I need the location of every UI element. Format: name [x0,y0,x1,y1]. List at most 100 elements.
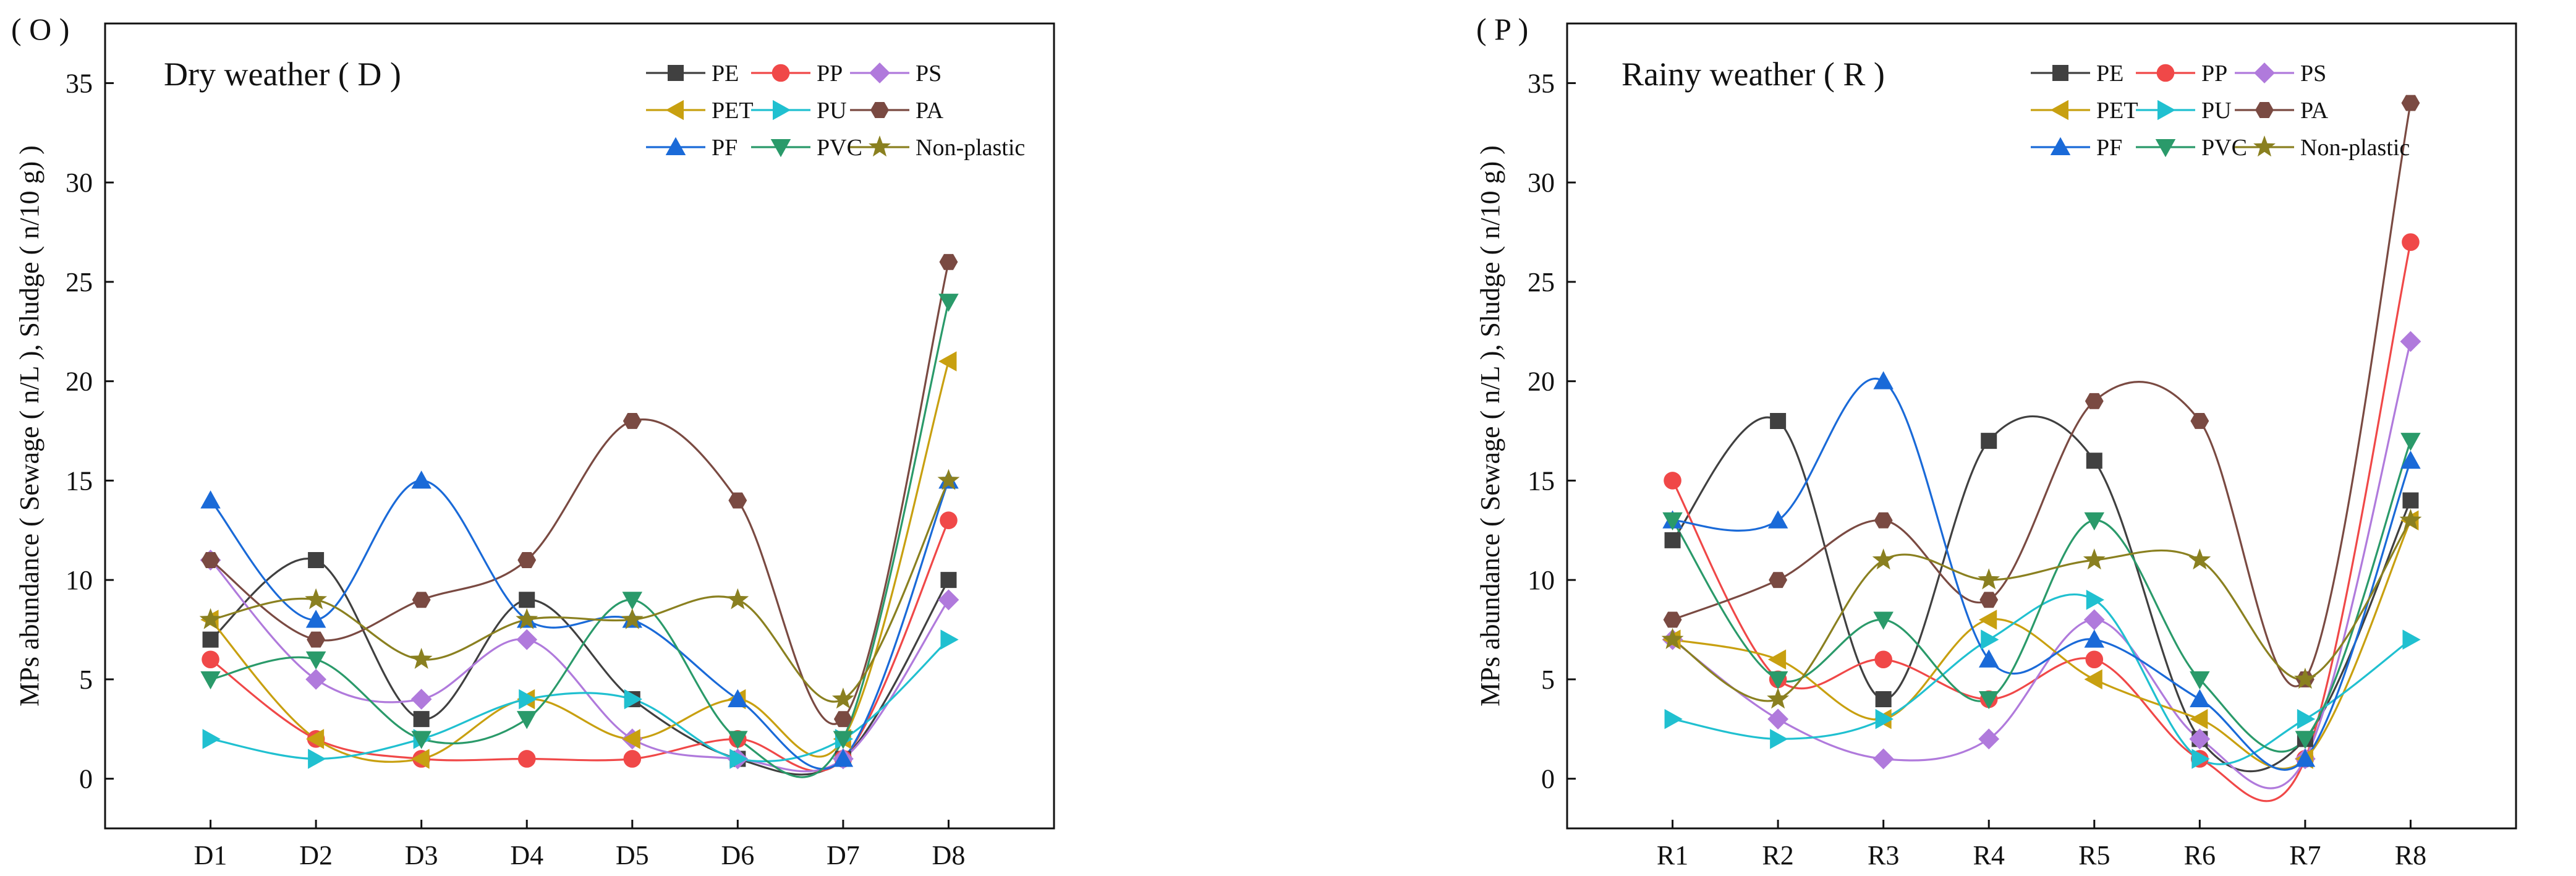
legend-marker [2052,65,2068,81]
data-point-pp [517,750,536,768]
legend-label: PE [2096,61,2123,87]
data-point-pe [1664,532,1681,548]
data-point-pet [1978,610,1997,630]
data-point-pu [1664,708,1683,729]
data-point-pet [2084,669,2102,690]
x-tick-label: R1 [1657,840,1688,870]
data-point-pe [940,572,957,589]
legend-label: PE [712,61,739,87]
data-point-pe [519,592,535,608]
data-point-pa [2401,95,2420,111]
legend-marker [668,65,684,81]
legend-label: Non-plastic [916,135,1025,161]
data-point-pa [728,492,747,509]
data-point-pf [2084,629,2105,648]
data-point-pa [939,253,958,270]
data-point-pu [2086,590,2105,610]
data-point-pa [201,552,220,568]
x-tick-label: R5 [2078,840,2110,870]
legend-item: PU [2136,98,2232,124]
x-tick-label: R4 [1973,840,2005,870]
data-point-non-plastic [305,588,328,610]
legend-marker [2254,62,2275,83]
data-point-pvc [833,731,854,749]
y-tick-label: 5 [79,665,93,695]
legend-label: PP [2201,61,2227,87]
y-axis-label: MPs abundance ( Sewage ( n/L ), Sludge (… [14,145,45,707]
data-point-non-plastic [2083,548,2106,570]
x-tick-label: R8 [2395,840,2426,870]
data-point-non-plastic [621,608,644,629]
legend-item: PET [646,98,754,124]
legend-label: PF [2096,135,2122,161]
legend-item: PA [2235,98,2329,124]
chart-panel-dry: 0 5 10 15 20 25 30 35 D1 D2 D3 D4 D5 D6 D7 D8 MPs abunda… [11,12,1055,870]
legend-marker [2155,139,2176,158]
data-point-pa [1769,572,1788,589]
data-point-pet [2190,708,2208,729]
chart-title: Dry weather ( D ) [164,56,401,93]
data-point-non-plastic [2399,508,2422,530]
legend-marker [869,62,890,83]
data-point-non-plastic [1661,627,1684,649]
data-point-non-plastic [199,608,222,629]
data-point-pf [411,470,431,489]
x-tick-label: D1 [194,840,227,870]
data-point-pe [413,711,430,728]
legend-item: PVC [751,135,862,161]
data-point-pet [305,729,325,749]
legend-marker [2157,100,2176,121]
data-point-pa [307,631,326,648]
data-point-ps [410,689,432,710]
data-point-pu [2191,749,2210,769]
legend-item: PF [2031,135,2122,161]
plot-frame [104,22,1055,830]
legend-marker [770,139,791,158]
legend-label: PS [916,61,942,87]
data-point-ps [305,668,327,690]
legend-item: PP [751,61,843,87]
data-point-non-plastic [410,647,433,669]
data-point-pf [1873,371,1894,389]
data-point-pe [1770,412,1787,429]
legend: PE PP PS PET PU PA PF PVC Non-plastic [646,61,1025,161]
x-tick-label: D4 [510,840,543,870]
legend-marker [2253,135,2276,157]
legend-label: PA [2300,98,2329,124]
data-point-pf [200,490,221,509]
legend-marker [869,135,891,157]
data-point-pa [2085,393,2104,409]
data-point-pu [729,749,748,769]
y-tick-label: 25 [1528,267,1555,297]
legend-marker [870,102,889,118]
legend-marker [2156,64,2175,82]
x-tick-label: D7 [827,840,860,870]
data-point-pvc [1978,691,1999,710]
data-point-pvc [2190,671,2210,690]
data-point-non-plastic [1767,687,1790,709]
data-point-pu [940,629,959,650]
y-tick-label: 0 [1541,764,1555,794]
legend-marker [2050,137,2071,155]
data-point-pe [2402,492,2419,509]
data-point-pe [1981,433,1997,449]
legend-label: PU [2201,98,2232,124]
data-point-pvc [938,294,959,312]
data-point-pet [938,351,957,372]
legend-label: PF [712,135,738,161]
data-point-non-plastic [516,608,538,629]
legend-label: Non-plastic [2300,135,2410,161]
legend-label: PET [2096,98,2138,124]
y-tick-label: 0 [79,764,93,794]
y-tick-label: 10 [66,565,93,595]
data-point-pp [623,750,642,768]
data-point-pp [1874,650,1892,669]
data-point-ps [2083,609,2105,631]
legend-item: PU [751,98,847,124]
x-tick-label: D2 [299,840,333,870]
panel-letter: ( O ) [11,12,69,46]
x-tick-label: R7 [2289,840,2321,870]
y-tick-label: 15 [1528,466,1555,496]
data-point-ps [1767,708,1789,730]
data-point-pvc [1767,671,1788,690]
